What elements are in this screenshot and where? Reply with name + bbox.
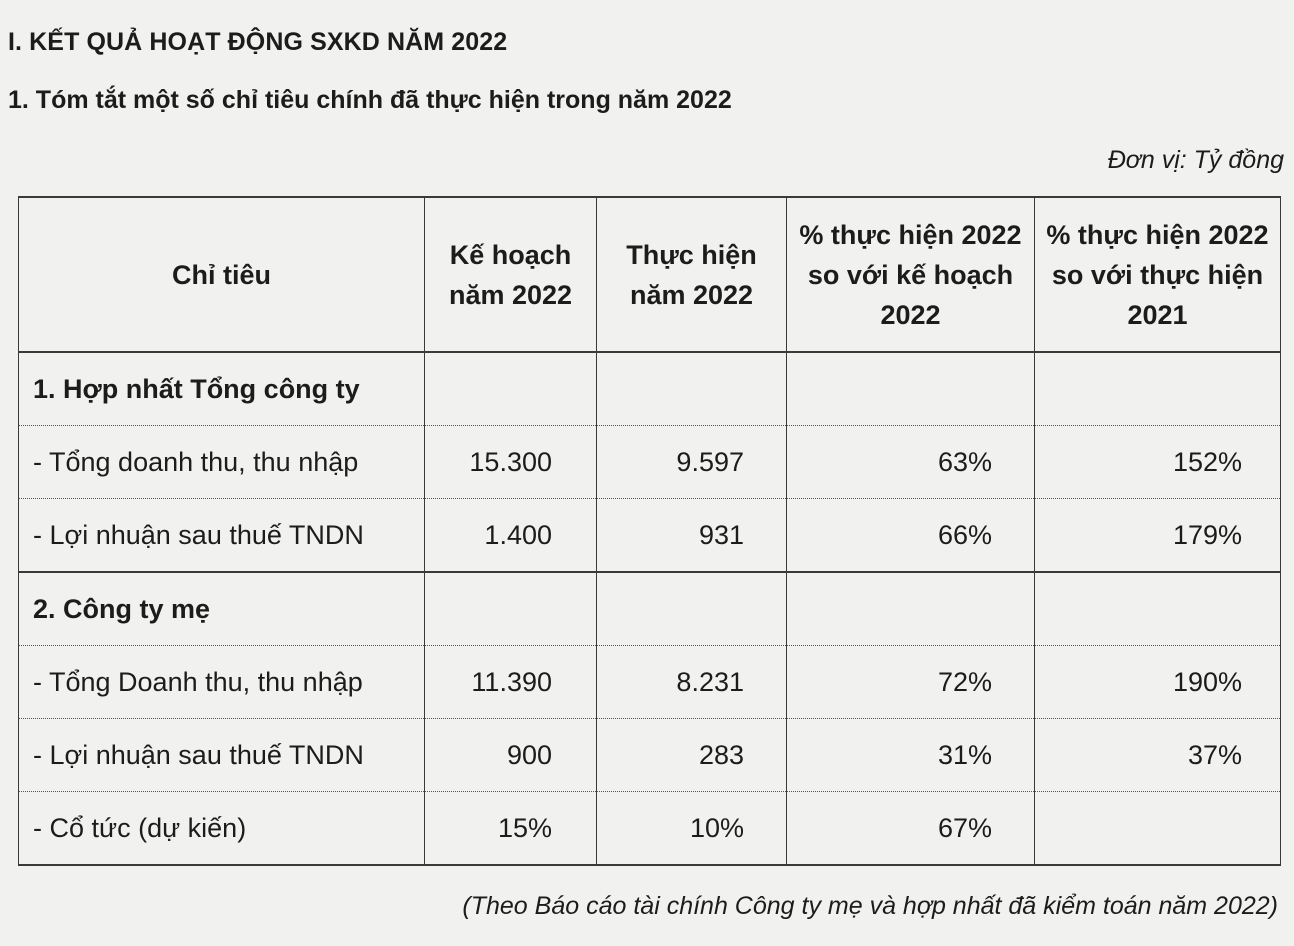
cell-actual	[596, 572, 787, 646]
cell-actual: 9.597	[596, 425, 787, 499]
cell-pct-prev: 152%	[1034, 425, 1281, 499]
cell-plan: 11.390	[424, 645, 597, 719]
cell-plan: 900	[424, 718, 597, 792]
cell-plan: 15.300	[424, 425, 597, 499]
row-label: - Lợi nhuận sau thuế TNDN	[18, 718, 425, 792]
table-row: - Lợi nhuận sau thuế TNDN 1.400 931 66% …	[18, 498, 1281, 573]
header-plan-2022: Kế hoạch năm 2022	[424, 196, 597, 353]
cell-pct-plan: 63%	[786, 425, 1035, 499]
cell-plan	[424, 352, 597, 426]
cell-pct-prev	[1034, 791, 1281, 866]
cell-pct-plan	[786, 572, 1035, 646]
header-pct-vs-plan: % thực hiện 2022 so với kế hoạch 2022	[786, 196, 1035, 353]
cell-actual: 931	[596, 498, 787, 573]
row-label: 2. Công ty mẹ	[18, 572, 425, 646]
cell-pct-prev	[1034, 572, 1281, 646]
header-pct-vs-2021: % thực hiện 2022 so với thực hiện 2021	[1034, 196, 1281, 353]
source-note: (Theo Báo cáo tài chính Công ty mẹ và hợ…	[462, 892, 1278, 920]
cell-pct-prev	[1034, 352, 1281, 426]
cell-actual: 8.231	[596, 645, 787, 719]
key-indicators-table: Chỉ tiêu Kế hoạch năm 2022 Thực hiện năm…	[18, 196, 1281, 866]
row-label: 1. Hợp nhất Tổng công ty	[18, 352, 425, 426]
cell-pct-prev: 179%	[1034, 498, 1281, 573]
cell-pct-prev: 190%	[1034, 645, 1281, 719]
table-row: - Lợi nhuận sau thuế TNDN 900 283 31% 37…	[18, 718, 1281, 792]
row-label: - Lợi nhuận sau thuế TNDN	[18, 498, 425, 573]
cell-plan: 15%	[424, 791, 597, 866]
row-label: - Cổ tức (dự kiến)	[18, 791, 425, 866]
cell-pct-plan	[786, 352, 1035, 426]
table-row: 1. Hợp nhất Tổng công ty	[18, 352, 1281, 426]
row-label: - Tổng Doanh thu, thu nhập	[18, 645, 425, 719]
cell-actual	[596, 352, 787, 426]
cell-plan: 1.400	[424, 498, 597, 573]
table-row: 2. Công ty mẹ	[18, 572, 1281, 646]
table-row: - Cổ tức (dự kiến) 15% 10% 67%	[18, 791, 1281, 866]
cell-actual: 283	[596, 718, 787, 792]
row-label: - Tổng doanh thu, thu nhập	[18, 425, 425, 499]
cell-pct-plan: 66%	[786, 498, 1035, 573]
cell-pct-prev: 37%	[1034, 718, 1281, 792]
section-heading: I. KẾT QUẢ HOẠT ĐỘNG SXKD NĂM 2022	[8, 28, 508, 56]
cell-pct-plan: 72%	[786, 645, 1035, 719]
cell-plan	[424, 572, 597, 646]
subsection-heading: 1. Tóm tắt một số chỉ tiêu chính đã thực…	[8, 86, 732, 114]
header-actual-2022: Thực hiện năm 2022	[596, 196, 787, 353]
cell-pct-plan: 31%	[786, 718, 1035, 792]
table-row: - Tổng Doanh thu, thu nhập 11.390 8.231 …	[18, 645, 1281, 719]
cell-actual: 10%	[596, 791, 787, 866]
table-header-row: Chỉ tiêu Kế hoạch năm 2022 Thực hiện năm…	[18, 196, 1281, 353]
cell-pct-plan: 67%	[786, 791, 1035, 866]
header-indicator: Chỉ tiêu	[18, 196, 425, 353]
table-row: - Tổng doanh thu, thu nhập 15.300 9.597 …	[18, 425, 1281, 499]
unit-note: Đơn vị: Tỷ đồng	[1107, 146, 1284, 174]
